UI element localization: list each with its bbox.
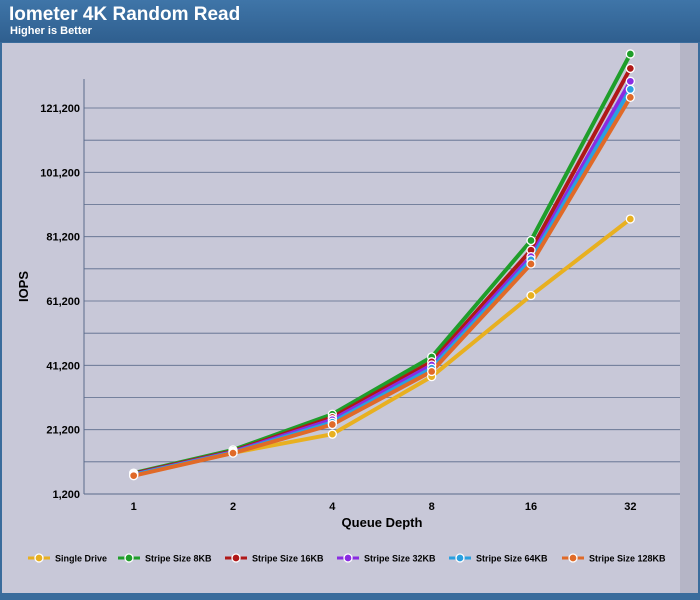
- legend-entry: Single Drive: [55, 554, 107, 564]
- chart-subtitle: Higher is Better: [10, 25, 92, 37]
- y-tick-label: 101,200: [40, 167, 80, 179]
- x-tick-label: 16: [525, 501, 537, 513]
- x-axis-title: Queue Depth: [342, 515, 423, 530]
- y-tick-label: 121,200: [40, 103, 80, 115]
- data-point: [526, 290, 536, 301]
- legend-swatch-marker: [343, 553, 353, 563]
- legend-entry: Stripe Size 128KB: [589, 554, 666, 564]
- data-point: [625, 84, 635, 94]
- x-tick-label: 4: [329, 501, 336, 513]
- data-point: [625, 49, 635, 59]
- legend-swatch-marker: [34, 553, 44, 563]
- x-tick-label: 8: [429, 501, 435, 513]
- x-tick-label: 2: [230, 501, 236, 513]
- data-point: [625, 214, 635, 224]
- legend-swatch-marker: [455, 553, 465, 563]
- legend-swatch-marker: [124, 553, 134, 563]
- legend-entry: Stripe Size 8KB: [145, 554, 212, 564]
- data-point: [129, 471, 139, 481]
- data-point: [327, 419, 337, 430]
- data-point: [625, 76, 635, 86]
- series-line: [131, 95, 633, 478]
- data-point: [427, 366, 437, 377]
- y-tick-label: 21,200: [46, 425, 80, 437]
- x-tick-label: 1: [131, 501, 137, 513]
- data-point: [526, 235, 536, 246]
- chart-panel: 1,200 21,200 41,200 61,200 81,200 101,200 121,…: [2, 43, 698, 593]
- legend-swatch-marker: [568, 553, 578, 563]
- y-tick-label: 81,200: [46, 232, 80, 244]
- y-tick-label: 61,200: [46, 296, 80, 308]
- data-point: [526, 259, 536, 269]
- line-chart: 1,200 21,200 41,200 61,200 81,200 101,200 121,…: [16, 49, 680, 564]
- y-tick-label: 1,200: [52, 489, 80, 501]
- data-point: [625, 92, 635, 103]
- y-tick-label: 41,200: [46, 360, 80, 372]
- data-point: [327, 429, 337, 439]
- chart-header: Iometer 4K Random Read Higher is Better: [0, 0, 700, 42]
- data-point: [228, 448, 238, 458]
- legend-entry: Stripe Size 64KB: [476, 554, 548, 564]
- data-point: [625, 63, 635, 74]
- legend-entry: Stripe Size 32KB: [364, 554, 436, 564]
- y-axis-title: IOPS: [16, 271, 31, 302]
- chart-title: Iometer 4K Random Read: [9, 4, 241, 25]
- legend-swatch-marker: [231, 553, 241, 563]
- x-tick-label: 32: [624, 501, 636, 513]
- legend-entry: Stripe Size 16KB: [252, 554, 324, 564]
